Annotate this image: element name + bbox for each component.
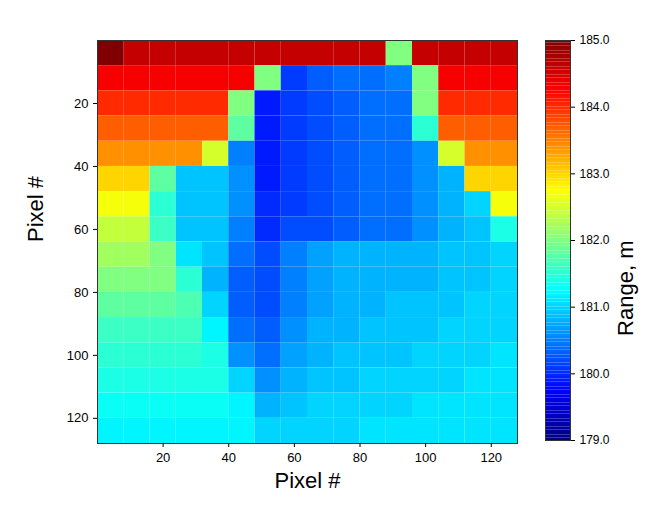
svg-text:184.0: 184.0 — [580, 100, 610, 114]
svg-text:80: 80 — [353, 450, 367, 465]
svg-text:20: 20 — [74, 96, 88, 111]
svg-text:120: 120 — [67, 410, 89, 425]
svg-text:183.0: 183.0 — [580, 167, 610, 181]
svg-text:181.0: 181.0 — [580, 300, 610, 314]
svg-text:40: 40 — [222, 450, 236, 465]
svg-text:100: 100 — [67, 348, 89, 363]
svg-text:60: 60 — [287, 450, 301, 465]
svg-text:80: 80 — [74, 285, 88, 300]
svg-text:182.0: 182.0 — [580, 233, 610, 247]
svg-text:185.0: 185.0 — [580, 33, 610, 47]
svg-text:Range, m: Range, m — [613, 241, 638, 336]
svg-text:179.0: 179.0 — [580, 433, 610, 447]
svg-text:20: 20 — [156, 450, 170, 465]
svg-text:Pixel #: Pixel # — [23, 175, 48, 242]
svg-text:180.0: 180.0 — [580, 367, 610, 381]
svg-text:120: 120 — [480, 450, 502, 465]
svg-text:Pixel #: Pixel # — [274, 468, 341, 493]
svg-text:100: 100 — [415, 450, 437, 465]
svg-text:40: 40 — [74, 159, 88, 174]
svg-text:60: 60 — [74, 222, 88, 237]
